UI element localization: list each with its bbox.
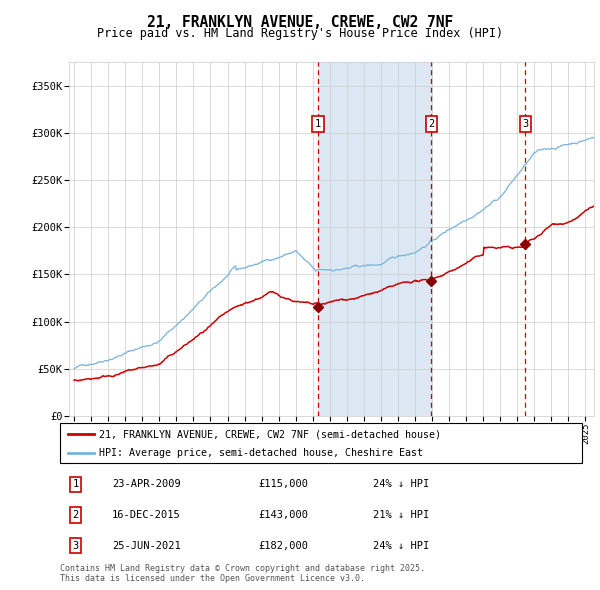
Text: £115,000: £115,000 (259, 480, 308, 489)
Text: 23-APR-2009: 23-APR-2009 (112, 480, 181, 489)
Text: 2: 2 (73, 510, 79, 520)
Text: 2: 2 (428, 119, 434, 129)
Text: HPI: Average price, semi-detached house, Cheshire East: HPI: Average price, semi-detached house,… (99, 448, 423, 458)
Text: £143,000: £143,000 (259, 510, 308, 520)
Text: 21% ↓ HPI: 21% ↓ HPI (373, 510, 430, 520)
Text: 3: 3 (73, 541, 79, 550)
Text: £182,000: £182,000 (259, 541, 308, 550)
Text: 24% ↓ HPI: 24% ↓ HPI (373, 480, 430, 489)
Bar (318, 62, 431, 416)
Text: Contains HM Land Registry data © Crown copyright and database right 2025.
This d: Contains HM Land Registry data © Crown c… (60, 564, 425, 584)
Text: 21, FRANKLYN AVENUE, CREWE, CW2 7NF: 21, FRANKLYN AVENUE, CREWE, CW2 7NF (147, 15, 453, 30)
Text: 16-DEC-2015: 16-DEC-2015 (112, 510, 181, 520)
Text: 3: 3 (523, 119, 529, 129)
Text: 25-JUN-2021: 25-JUN-2021 (112, 541, 181, 550)
Text: Price paid vs. HM Land Registry's House Price Index (HPI): Price paid vs. HM Land Registry's House … (97, 27, 503, 40)
Text: 24% ↓ HPI: 24% ↓ HPI (373, 541, 430, 550)
Text: 1: 1 (73, 480, 79, 489)
Text: 21, FRANKLYN AVENUE, CREWE, CW2 7NF (semi-detached house): 21, FRANKLYN AVENUE, CREWE, CW2 7NF (sem… (99, 430, 441, 440)
Text: 1: 1 (315, 119, 321, 129)
